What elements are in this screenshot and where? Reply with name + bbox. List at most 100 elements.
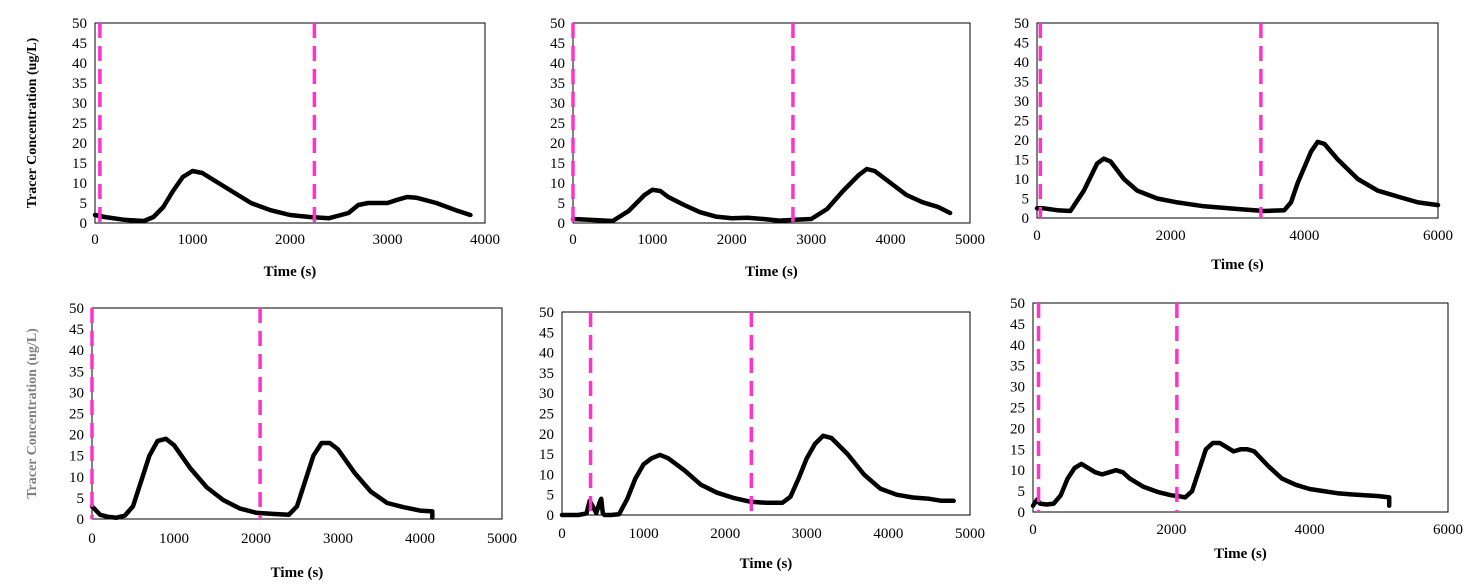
- y-tick-label: 30: [539, 386, 554, 402]
- x-tick-label: 3000: [373, 232, 403, 248]
- y-tick-label: 0: [1022, 211, 1030, 227]
- x-axis-label: Time (s): [271, 565, 324, 581]
- y-tick-label: 40: [1010, 338, 1025, 354]
- x-tick-label: 2000: [717, 232, 747, 248]
- x-tick-label: 2000: [1156, 522, 1186, 538]
- y-tick-label: 50: [69, 301, 84, 317]
- x-axis-label: Time (s): [1211, 257, 1264, 273]
- x-tick-label: 0: [569, 232, 577, 248]
- chart-panel-2: 0 5 10 15 20 25 30 35 40 45 50 0 1000 2000 3000 4000 500…: [550, 16, 985, 280]
- y-tick-label: 40: [550, 56, 565, 72]
- x-tick-label: 2000: [710, 526, 740, 542]
- y-tick-label: 30: [1010, 380, 1025, 396]
- y-tick-label: 0: [77, 512, 85, 528]
- x-tick-label: 1000: [637, 232, 667, 248]
- y-tick-label: 40: [69, 343, 84, 359]
- plot-area-frame: [572, 22, 971, 224]
- x-tick-label: 1000: [178, 232, 208, 248]
- plot-area-frame: [94, 22, 486, 224]
- y-tick-label: 35: [539, 366, 554, 382]
- plot-area-frame: [561, 311, 971, 516]
- x-tick-label: 3000: [796, 232, 826, 248]
- x-tick-label: 2000: [275, 232, 305, 248]
- y-tick-label: 0: [1018, 505, 1026, 521]
- y-tick-label: 25: [550, 116, 565, 132]
- x-tick-label: 4000: [405, 531, 435, 547]
- y-tick-label: 30: [72, 96, 87, 112]
- y-tick-label: 0: [547, 508, 555, 524]
- y-tick-label: 15: [550, 156, 565, 172]
- y-tick-label: 40: [539, 346, 554, 362]
- y-tick-label: 35: [1010, 359, 1025, 375]
- y-tick-label: 40: [1014, 55, 1029, 71]
- y-tick-label: 50: [550, 16, 565, 32]
- tracer-concentration-series: [559, 433, 956, 518]
- y-tick-label: 35: [550, 76, 565, 92]
- y-tick-label: 20: [550, 136, 565, 152]
- tracer-concentration-series: [1030, 440, 1392, 508]
- x-tick-label: 1000: [629, 526, 659, 542]
- y-tick-label: 45: [1010, 317, 1025, 333]
- y-tick-label: 50: [1014, 16, 1029, 32]
- y-tick-label: 15: [1010, 442, 1025, 458]
- x-tick-label: 0: [1033, 228, 1041, 244]
- x-tick-label: 4000: [470, 232, 500, 248]
- x-axis-label: Time (s): [740, 556, 793, 572]
- y-tick-label: 25: [539, 407, 554, 423]
- y-tick-label: 40: [72, 56, 87, 72]
- y-tick-label: 20: [539, 427, 554, 443]
- x-tick-label: 1000: [159, 531, 189, 547]
- tracer-concentration-series: [570, 166, 953, 224]
- x-tick-label: 2000: [1156, 228, 1186, 244]
- y-tick-label: 10: [69, 470, 84, 486]
- plot-area-frame: [1032, 302, 1449, 513]
- x-tick-label: 6000: [1423, 228, 1453, 244]
- x-tick-label: 4000: [1289, 228, 1319, 244]
- x-tick-label: 0: [558, 526, 566, 542]
- y-tick-label: 20: [1014, 133, 1029, 149]
- tracer-concentration-series: [1034, 139, 1441, 214]
- chart-panel-6: 0 5 10 15 20 25 30 35 40 45 50 0 2000 4000 6000 Time (s…: [1010, 296, 1463, 562]
- tracer-concentration-series: [89, 436, 435, 520]
- y-tick-label: 30: [69, 385, 84, 401]
- y-tick-label: 30: [550, 96, 565, 112]
- y-axis-label: Tracer Concentration (ug/L): [25, 328, 40, 499]
- y-tick-label: 50: [539, 305, 554, 321]
- y-tick-label: 15: [1014, 153, 1029, 169]
- y-tick-label: 35: [72, 76, 87, 92]
- y-tick-label: 25: [72, 116, 87, 132]
- y-tick-label: 0: [80, 216, 88, 232]
- y-tick-label: 35: [69, 364, 84, 380]
- y-tick-label: 10: [539, 467, 554, 483]
- x-tick-label: 5000: [955, 232, 985, 248]
- y-tick-label: 35: [1014, 75, 1029, 91]
- y-tick-label: 15: [72, 156, 87, 172]
- y-tick-label: 25: [1014, 114, 1029, 130]
- x-tick-label: 0: [91, 232, 99, 248]
- y-tick-label: 45: [72, 36, 87, 52]
- y-tick-label: 20: [72, 136, 87, 152]
- y-tick-label: 10: [1010, 463, 1025, 479]
- y-tick-label: 5: [1022, 192, 1030, 208]
- y-tick-label: 45: [539, 325, 554, 341]
- chart-panel-4: 0 5 10 15 20 25 30 35 40 45 50 0 1000 2000 3000 4000 500…: [25, 301, 517, 581]
- y-tick-label: 5: [1018, 484, 1026, 500]
- y-tick-label: 5: [77, 491, 85, 507]
- y-tick-label: 10: [1014, 172, 1029, 188]
- y-tick-label: 45: [550, 36, 565, 52]
- y-tick-label: 50: [1010, 296, 1025, 312]
- chart-panel-3: 0 5 10 15 20 25 30 35 40 45 50 0 2000 4000 6000 Time (s…: [1014, 16, 1453, 273]
- x-tick-label: 6000: [1433, 522, 1463, 538]
- x-tick-label: 5000: [955, 526, 985, 542]
- plot-area-frame: [1036, 22, 1439, 219]
- x-axis-label: Time (s): [745, 264, 798, 280]
- x-tick-label: 4000: [1295, 522, 1325, 538]
- y-tick-label: 30: [1014, 94, 1029, 110]
- plot-area-frame: [91, 307, 503, 520]
- y-tick-label: 10: [550, 176, 565, 192]
- x-axis-label: Time (s): [1214, 546, 1267, 562]
- y-tick-label: 15: [69, 449, 84, 465]
- y-tick-label: 5: [80, 196, 88, 212]
- y-tick-label: 45: [1014, 36, 1029, 52]
